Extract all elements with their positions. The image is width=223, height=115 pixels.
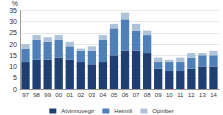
svg-text:09: 09 xyxy=(155,92,162,98)
svg-text:10: 10 xyxy=(9,63,17,70)
svg-text:0: 0 xyxy=(13,86,17,93)
svg-text:10: 10 xyxy=(166,92,173,98)
svg-text:11: 11 xyxy=(177,92,184,98)
svg-text:Atvinnuvegir: Atvinnuvegir xyxy=(61,108,94,114)
svg-text:06: 06 xyxy=(122,92,129,98)
svg-text:35: 35 xyxy=(9,7,17,14)
svg-text:13: 13 xyxy=(199,92,206,98)
svg-text:30: 30 xyxy=(9,18,17,25)
svg-text:14: 14 xyxy=(210,92,217,98)
svg-text:99: 99 xyxy=(44,92,51,98)
svg-text:02: 02 xyxy=(77,92,84,98)
svg-text:04: 04 xyxy=(100,92,107,98)
svg-text:15: 15 xyxy=(9,52,17,59)
svg-text:07: 07 xyxy=(133,92,140,98)
svg-text:05: 05 xyxy=(111,92,118,98)
svg-text:97: 97 xyxy=(22,92,29,98)
svg-text:Opinber: Opinber xyxy=(152,108,173,114)
svg-text:20: 20 xyxy=(9,41,17,48)
svg-text:03: 03 xyxy=(89,92,96,98)
svg-text:5: 5 xyxy=(13,74,17,81)
svg-text:Heimili: Heimili xyxy=(114,108,132,114)
svg-text:01: 01 xyxy=(66,92,73,98)
svg-text:25: 25 xyxy=(9,29,17,36)
svg-text:08: 08 xyxy=(144,92,151,98)
svg-text:12: 12 xyxy=(188,92,195,98)
svg-text:98: 98 xyxy=(33,92,40,98)
svg-text:00: 00 xyxy=(55,92,62,98)
